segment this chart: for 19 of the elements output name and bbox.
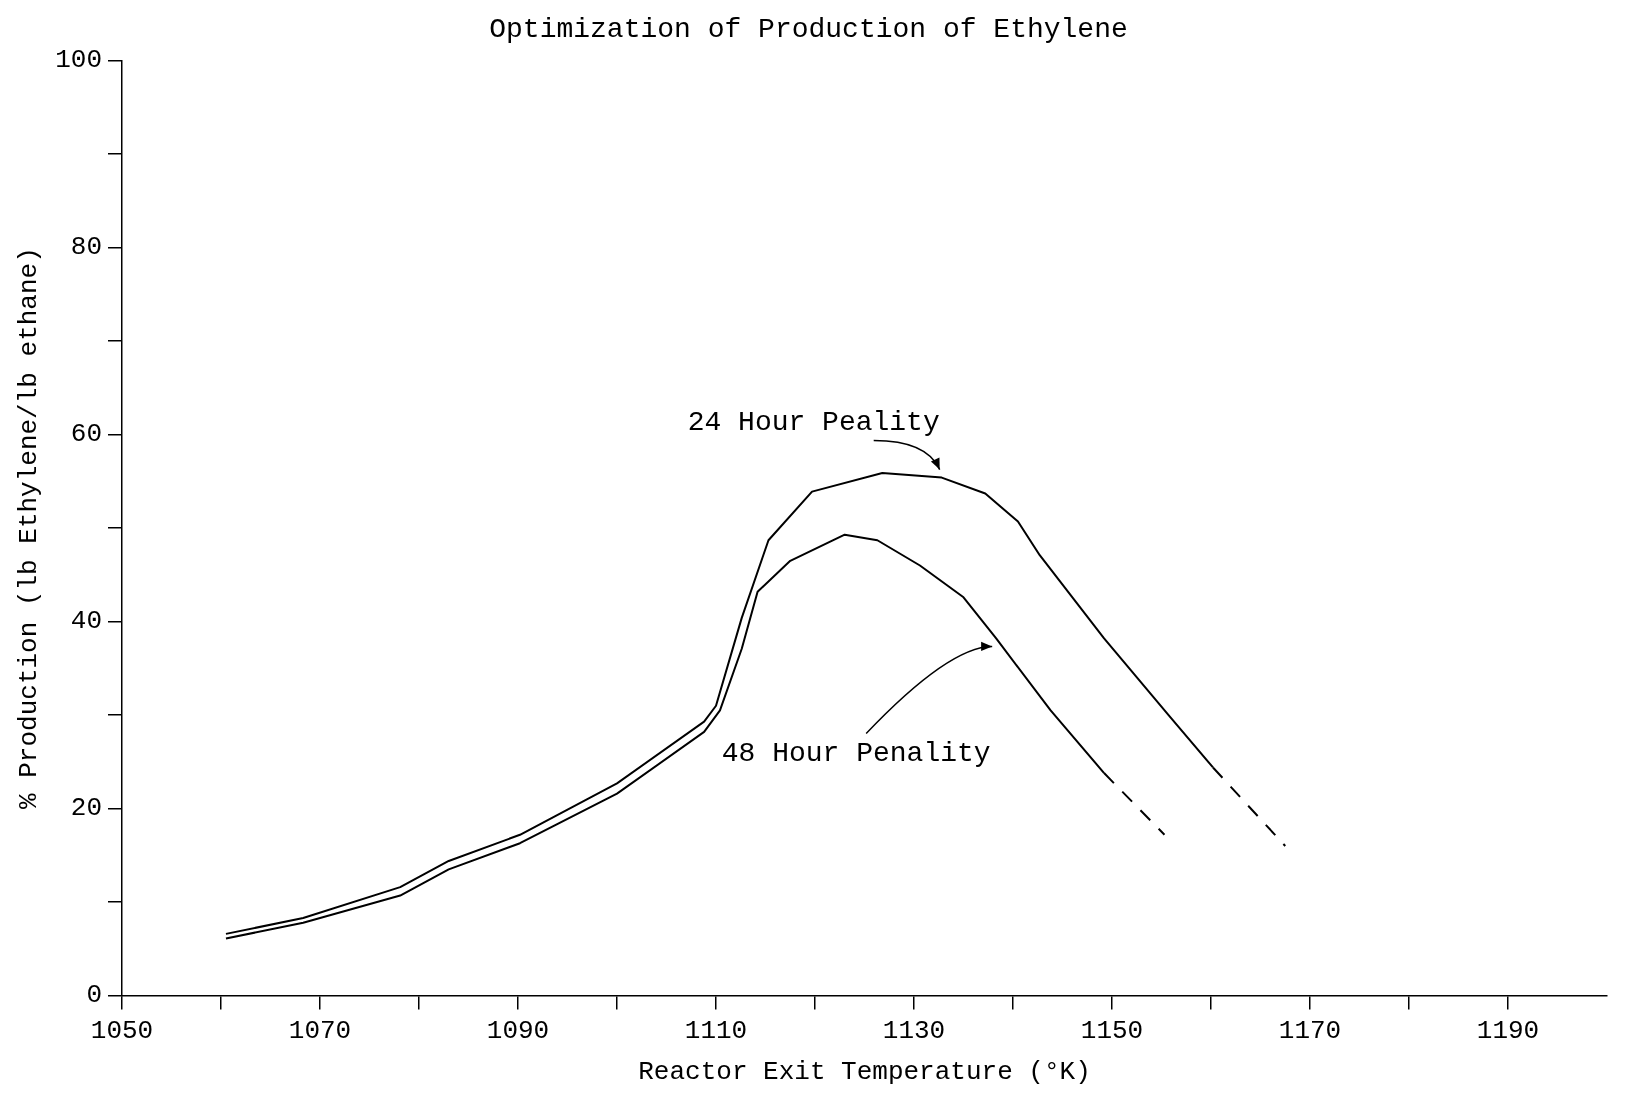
x-tick-label: 1050 <box>90 1016 154 1047</box>
y-tick-label: 20 <box>70 793 103 824</box>
y-tick-label: 80 <box>70 232 103 263</box>
x-tick-label: 1070 <box>288 1016 352 1047</box>
x-tick-label: 1090 <box>486 1016 550 1047</box>
chart-title: Optimization of Production of Ethylene <box>489 14 1128 46</box>
x-tick-label: 1130 <box>882 1016 946 1047</box>
y-axis-title: % Production (lb Ethylene/lb ethane) <box>14 247 45 809</box>
y-tick-label: 100 <box>55 45 103 76</box>
y-tick-label: 60 <box>70 419 103 450</box>
y-tick-label: 40 <box>70 606 103 637</box>
x-tick-label: 1170 <box>1278 1016 1342 1047</box>
annotation: 48 Hour Penality <box>721 737 991 769</box>
x-tick-label: 1110 <box>684 1016 748 1047</box>
x-tick-label: 1150 <box>1080 1016 1144 1047</box>
x-tick-label: 1190 <box>1476 1016 1540 1047</box>
annotation: 24 Hour Peality <box>687 407 940 439</box>
x-axis-title: Reactor Exit Temperature (°K) <box>638 1057 1091 1088</box>
y-tick-label: 0 <box>86 980 103 1011</box>
